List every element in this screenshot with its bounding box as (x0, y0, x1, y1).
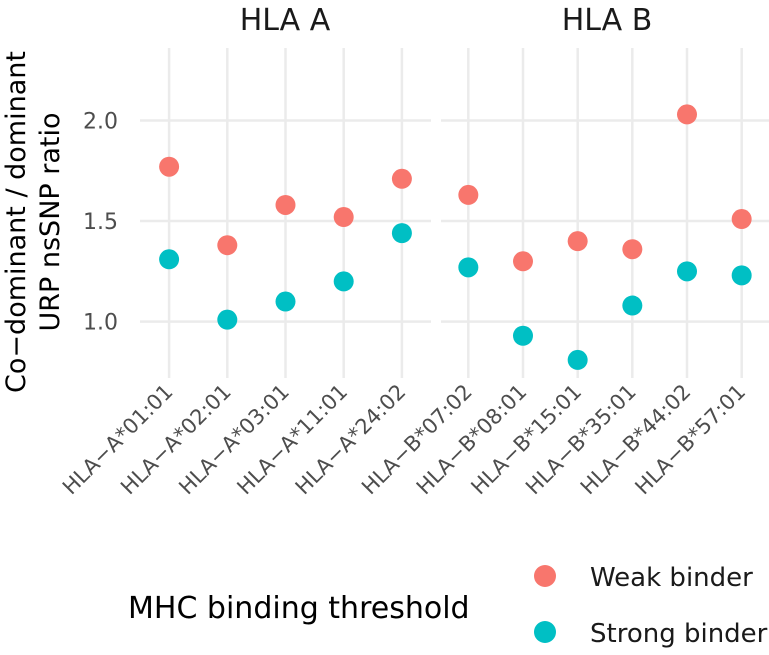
point-weak-binder-hla-b-08-01 (513, 251, 533, 272)
y-axis-label-line-2: URP nsSNP ratio (35, 112, 66, 331)
point-strong-binder-hla-a-11-01 (333, 271, 354, 292)
point-strong-binder-hla-b-07-02 (458, 257, 479, 278)
y-tick-2-0: 2.0 (83, 109, 118, 134)
point-weak-binder-hla-a-03-01 (275, 194, 296, 215)
y-axis-label-line-1: Co−dominant / dominant (1, 51, 32, 393)
legend-key-strong-binder (534, 621, 556, 643)
point-strong-binder-hla-b-35-01 (622, 295, 643, 316)
panel-b: HLA B HLA−B*07:02HLA−B*08:01HLA−B*15:01H… (357, 3, 769, 499)
legend-label-strong-binder: Strong binder (590, 619, 768, 649)
point-strong-binder-hla-b-08-01 (513, 325, 533, 346)
y-ticks: 1.0 1.5 2.0 (83, 109, 118, 335)
point-weak-binder-hla-b-07-02 (458, 184, 479, 205)
point-strong-binder-hla-b-44-02 (677, 261, 697, 282)
point-strong-binder-hla-a-24-02 (391, 223, 412, 244)
point-weak-binder-hla-b-35-01 (622, 239, 643, 260)
point-weak-binder-hla-a-24-02 (391, 168, 412, 189)
y-axis-label: Co−dominant / dominant URP nsSNP ratio (1, 51, 66, 393)
panel-b-xticks: HLA−B*07:02HLA−B*08:01HLA−B*15:01HLA−B*3… (357, 380, 750, 500)
point-weak-binder-hla-b-15-01 (567, 231, 588, 252)
y-tick-1-5: 1.5 (83, 210, 118, 235)
point-weak-binder-hla-a-01-01 (159, 156, 180, 177)
panel-a-title: HLA A (240, 3, 331, 38)
panel-a: HLA A HLA−A*01:01HLA−A*02:01HLA−A*03:01H… (58, 3, 431, 499)
y-tick-1-0: 1.0 (83, 311, 118, 336)
point-weak-binder-hla-b-57-01 (731, 209, 752, 230)
panel-b-title: HLA B (562, 3, 653, 38)
legend: Weak binder Strong binder (534, 563, 768, 649)
legend-label-weak-binder: Weak binder (590, 563, 753, 593)
point-weak-binder-hla-b-44-02 (677, 104, 697, 125)
panel-a-points (159, 156, 412, 330)
panel-b-points (458, 104, 752, 370)
legend-title: MHC binding threshold (128, 591, 470, 626)
panel-b-grid (441, 48, 769, 378)
point-strong-binder-hla-b-57-01 (731, 265, 752, 286)
point-strong-binder-hla-b-15-01 (567, 349, 588, 370)
point-weak-binder-hla-a-02-01 (217, 235, 238, 256)
legend-key-weak-binder (534, 565, 556, 587)
point-strong-binder-hla-a-03-01 (275, 291, 296, 312)
point-strong-binder-hla-a-02-01 (217, 309, 238, 330)
point-weak-binder-hla-a-11-01 (333, 207, 354, 228)
point-strong-binder-hla-a-01-01 (159, 249, 180, 270)
